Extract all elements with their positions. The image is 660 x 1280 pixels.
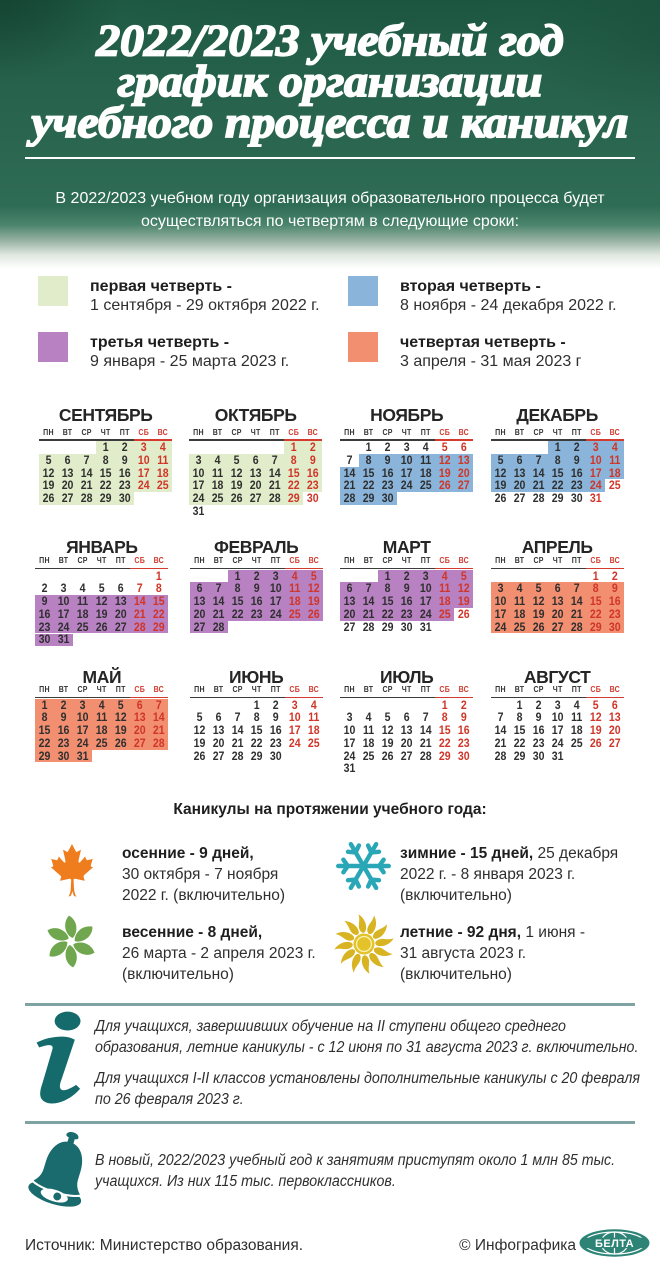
svg-text:БЕЛТА: БЕЛТА [595, 1238, 634, 1250]
